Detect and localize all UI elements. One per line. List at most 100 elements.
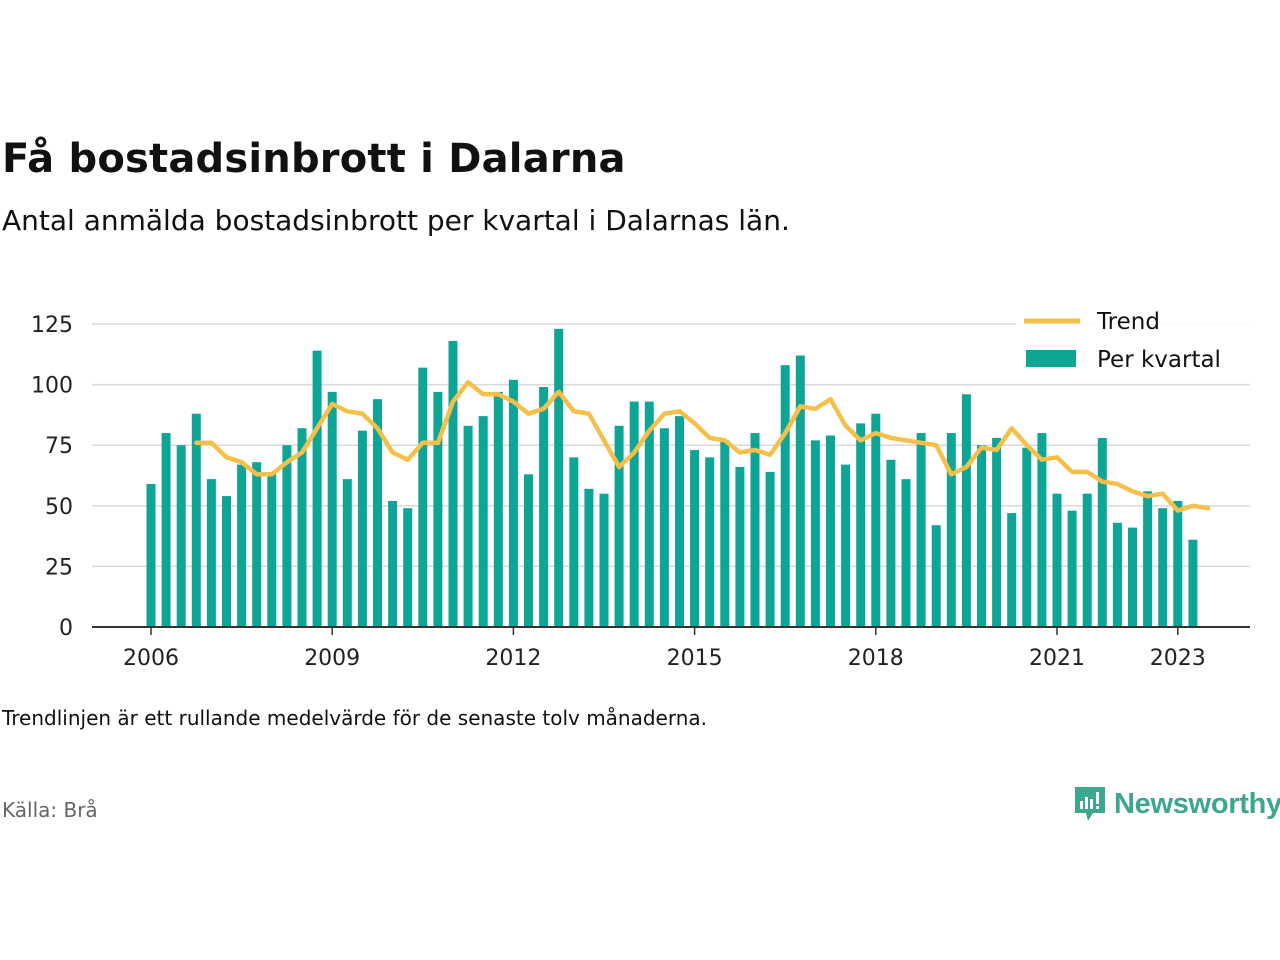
bar — [841, 464, 851, 627]
x-tick-label: 2015 — [667, 646, 723, 671]
bar — [795, 355, 805, 627]
bar — [856, 423, 866, 627]
bar — [373, 399, 382, 627]
legend-per-kvartal-swatch — [1026, 350, 1076, 367]
bar — [599, 493, 609, 627]
bar — [675, 416, 684, 627]
legend: Trend Per kvartal — [1016, 303, 1250, 383]
bar — [554, 328, 564, 627]
bar — [992, 437, 1002, 627]
bar — [327, 391, 337, 627]
bar — [1188, 539, 1198, 627]
bar — [1143, 491, 1153, 627]
legend-label-per-kvartal: Per kvartal — [1097, 347, 1221, 373]
line-series-trend — [194, 379, 1211, 513]
bar — [206, 479, 216, 627]
x-tick-label: 2012 — [485, 646, 541, 671]
bar — [705, 457, 715, 627]
y-tick-label: 50 — [45, 495, 73, 520]
bar — [765, 471, 775, 627]
bar — [222, 496, 231, 627]
y-tick-label: 75 — [45, 434, 73, 459]
chart-subtitle: Antal anmälda bostadsinbrott per kvartal… — [2, 204, 790, 237]
bar — [1097, 437, 1107, 627]
bar — [388, 500, 398, 627]
newsworthy-logo[interactable]: Newsworthy — [1072, 784, 1280, 824]
bar-series-per-kvartal — [146, 328, 1198, 627]
bar — [614, 425, 624, 627]
bar — [478, 416, 488, 627]
bar — [1112, 522, 1122, 627]
bar — [659, 428, 669, 627]
bar — [629, 401, 639, 627]
x-tick-label: 2021 — [1029, 646, 1085, 671]
bar — [1158, 508, 1168, 627]
bar — [237, 464, 247, 627]
footnote: Trendlinjen är ett rullande medelvärde f… — [2, 706, 708, 730]
bar — [418, 367, 428, 627]
bar — [916, 433, 926, 627]
bar — [1052, 493, 1062, 627]
axes: 0 25 50 75 100 125 2006 2009 2012 2015 2018 2021 202… — [31, 313, 1250, 671]
bar — [267, 474, 277, 627]
bar — [690, 450, 700, 627]
bar — [644, 401, 654, 627]
bar — [1082, 493, 1092, 627]
bar — [1067, 510, 1077, 627]
bar — [931, 525, 941, 627]
bar — [569, 457, 579, 627]
bar — [312, 350, 322, 627]
bar — [176, 445, 186, 627]
y-tick-label: 25 — [45, 555, 73, 580]
bar — [946, 433, 956, 627]
bar — [252, 462, 262, 627]
bar — [810, 440, 820, 627]
brand-name: Newsworthy — [1114, 787, 1280, 820]
trend-line — [194, 379, 1211, 513]
bar — [448, 340, 458, 627]
bar — [282, 445, 292, 627]
bar — [826, 435, 835, 627]
bar — [508, 379, 518, 627]
legend-background — [1016, 303, 1250, 383]
x-tick-label: 2018 — [848, 646, 904, 671]
bar — [297, 428, 307, 627]
bar — [871, 413, 881, 627]
bar — [463, 425, 473, 627]
bar — [403, 508, 413, 627]
y-tick-label: 125 — [31, 313, 73, 338]
bar — [1173, 500, 1183, 627]
bar — [720, 440, 730, 627]
y-tick-label: 100 — [31, 374, 73, 399]
bar — [1007, 513, 1017, 627]
y-tick-label: 0 — [59, 616, 73, 641]
bar — [539, 387, 549, 627]
bar — [493, 391, 503, 627]
bar — [1128, 527, 1137, 627]
bar — [1037, 433, 1047, 627]
bar — [161, 433, 171, 627]
x-tick-label: 2006 — [123, 646, 179, 671]
bar — [1022, 447, 1032, 627]
bar — [886, 459, 896, 627]
x-tick-label: 2009 — [304, 646, 360, 671]
bar — [342, 479, 352, 627]
bar — [584, 488, 594, 627]
bar — [750, 433, 760, 627]
legend-label-trend: Trend — [1096, 309, 1160, 335]
source-label: Källa: Brå — [2, 798, 98, 822]
bar — [901, 479, 911, 627]
bar — [977, 445, 986, 627]
bar — [191, 413, 201, 627]
newsworthy-logo-icon — [1075, 787, 1105, 821]
bar — [357, 430, 367, 627]
bar — [524, 474, 533, 627]
x-tick-label: 2023 — [1150, 646, 1206, 671]
bar — [146, 483, 156, 627]
chart-title: Få bostadsinbrott i Dalarna — [2, 136, 626, 182]
bar — [433, 391, 443, 627]
bar — [735, 467, 745, 627]
bar — [780, 365, 790, 627]
bar — [961, 394, 971, 627]
